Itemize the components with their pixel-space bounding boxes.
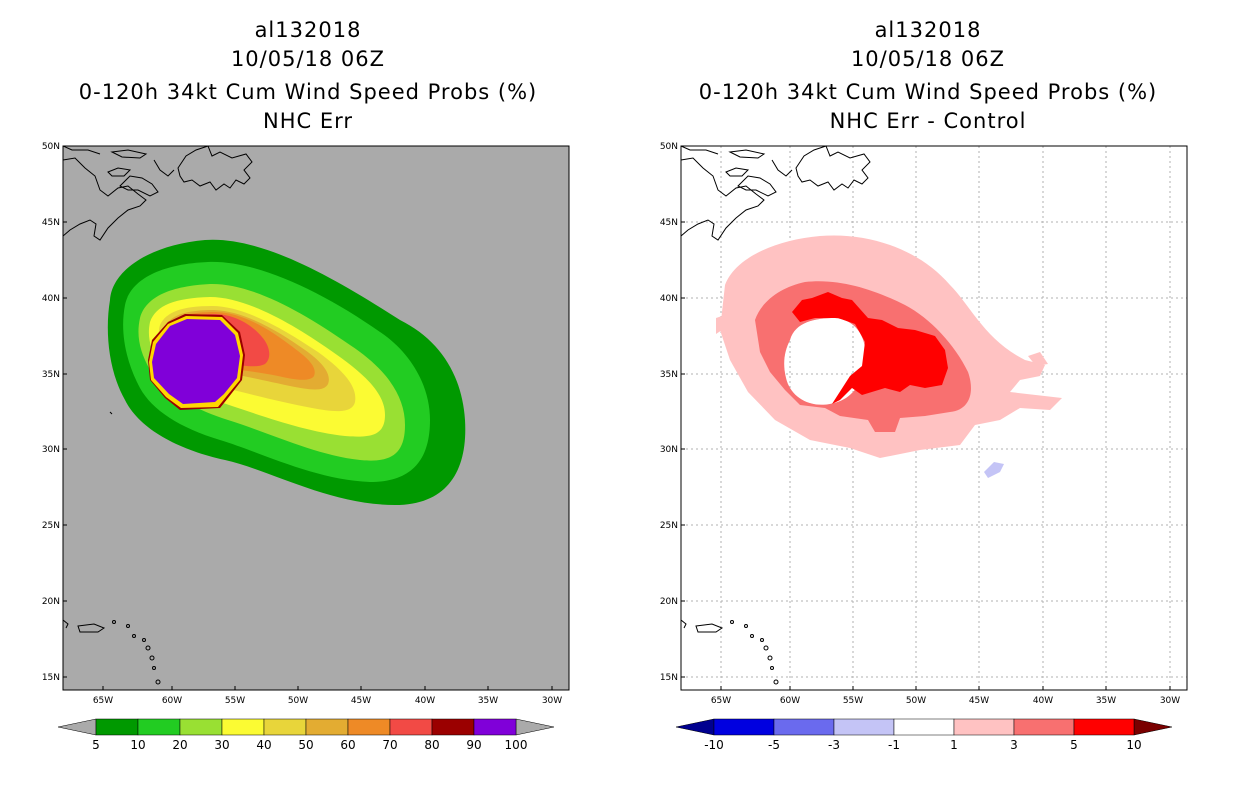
left-colorbar-high-arrow: [515, 718, 555, 736]
right-colorbar-low-arrow: [675, 718, 715, 736]
left-colorbar-swatch: [305, 718, 349, 736]
right-colorbar: -10 -5 -3 -1 1 3 5 10: [675, 718, 1173, 752]
left-lat-label: 50N: [42, 142, 60, 152]
left-colorbar-label: 30: [214, 738, 229, 752]
right-colorbar-label: -3: [828, 738, 840, 752]
diff-small-patch-2: [1028, 352, 1048, 366]
right-lon-label: 45W: [969, 696, 989, 706]
left-lon-label: 65W: [93, 696, 113, 706]
right-map-frame: [680, 145, 1188, 691]
diff-contour-5to10: [792, 292, 948, 404]
left-lat-label: 40N: [42, 294, 60, 304]
left-colorbar-low-arrow: [57, 718, 97, 736]
left-lat-label: 25N: [42, 521, 60, 531]
right-colorbar-label: -1: [888, 738, 900, 752]
left-lat-label: 30N: [42, 445, 60, 455]
right-datetime: 10/05/18 06Z: [850, 47, 1006, 71]
left-colorbar-swatch: [263, 718, 307, 736]
right-colorbar-high-arrow: [1133, 718, 1173, 736]
right-colorbar-label: 10: [1126, 738, 1141, 752]
left-product: 0-120h 34kt Cum Wind Speed Probs (%): [78, 80, 538, 104]
right-colorbar-swatch: [1013, 718, 1075, 736]
left-lat-label: 20N: [42, 597, 60, 607]
right-colorbar-swatch: [713, 718, 775, 736]
right-lat-label: 50N: [660, 142, 678, 152]
right-colorbar-label: -10: [704, 738, 724, 752]
right-lat-label: 35N: [660, 370, 678, 380]
right-product: 0-120h 34kt Cum Wind Speed Probs (%): [698, 80, 1158, 104]
right-colorbar-label: 1: [950, 738, 958, 752]
left-lon-label: 30W: [542, 696, 562, 706]
right-panel-title: al132018 10/05/18 06Z 0-120h 34kt Cum Wi…: [668, 16, 1188, 136]
left-lon-label: 40W: [415, 696, 435, 706]
left-datetime: 10/05/18 06Z: [230, 47, 386, 71]
left-lat-label: 45N: [42, 218, 60, 228]
right-lon-label: 35W: [1096, 696, 1116, 706]
left-colorbar: 5 10 20 30 40 50 60 70 80 90 100: [57, 718, 555, 752]
right-lat-label: 30N: [660, 445, 678, 455]
left-lat-label: 35N: [42, 370, 60, 380]
left-lon-label: 60W: [162, 696, 182, 706]
left-axis-ticks: 50N 45N 40N 35N 30N 25N 20N 15N 65W 60W 55W 50W 45W 4…: [42, 142, 562, 706]
left-map-panel: 50N 45N 40N 35N 30N 25N 20N 15N 65W 60W 55W 50W 45W 4…: [42, 142, 570, 706]
right-colorbar-swatch: [1073, 718, 1135, 736]
left-colorbar-swatch: [221, 718, 265, 736]
right-difference-contours: [716, 235, 1062, 478]
right-colorbar-label: -5: [768, 738, 780, 752]
left-coast-dot: [109, 411, 113, 415]
right-subtitle: NHC Err - Control: [829, 109, 1027, 133]
right-colorbar-label: 5: [1070, 738, 1078, 752]
diff-small-patch: [716, 316, 722, 334]
left-lon-label: 50W: [288, 696, 308, 706]
left-lat-label: 15N: [42, 673, 60, 683]
right-lat-label: 25N: [660, 521, 678, 531]
left-colorbar-swatch: [431, 718, 475, 736]
left-subtitle: NHC Err: [262, 109, 353, 133]
left-map-frame: [62, 145, 570, 691]
right-lon-label: 65W: [711, 696, 731, 706]
left-colorbar-label: 80: [424, 738, 439, 752]
left-colorbar-label: 5: [92, 738, 100, 752]
left-lon-label: 45W: [351, 696, 371, 706]
right-lon-label: 50W: [906, 696, 926, 706]
diff-contour-neg1to-3: [984, 462, 1004, 478]
left-colorbar-label: 10: [130, 738, 145, 752]
left-colorbar-swatch: [137, 718, 181, 736]
contour-100: [152, 319, 240, 404]
left-colorbar-label: 50: [298, 738, 313, 752]
right-map-panel: 50N 45N 40N 35N 30N 25N 20N 15N 65W 60W 55W 50W 45W 4…: [660, 142, 1188, 706]
right-colorbar-label: 3: [1010, 738, 1018, 752]
left-lon-label: 55W: [225, 696, 245, 706]
right-lon-label: 40W: [1033, 696, 1053, 706]
right-lon-label: 60W: [780, 696, 800, 706]
right-colorbar-swatch: [893, 718, 955, 736]
right-lat-label: 45N: [660, 218, 678, 228]
right-lat-label: 15N: [660, 673, 678, 683]
right-lon-label: 30W: [1160, 696, 1180, 706]
left-lon-label: 35W: [478, 696, 498, 706]
right-lat-label: 40N: [660, 294, 678, 304]
left-colorbar-label: 100: [505, 738, 528, 752]
left-colorbar-label: 40: [256, 738, 271, 752]
right-lat-label: 20N: [660, 597, 678, 607]
right-axis-ticks: 50N 45N 40N 35N 30N 25N 20N 15N 65W 60W 55W 50W 45W 4…: [660, 142, 1180, 706]
right-colorbar-swatch: [833, 718, 895, 736]
left-colorbar-label: 90: [466, 738, 481, 752]
right-storm-id: al132018: [874, 18, 982, 42]
right-colorbar-swatch: [953, 718, 1015, 736]
left-storm-id: al132018: [254, 18, 362, 42]
left-colorbar-label: 60: [340, 738, 355, 752]
right-lon-label: 55W: [843, 696, 863, 706]
left-colorbar-swatch: [473, 718, 517, 736]
left-colorbar-swatch: [347, 718, 391, 736]
left-colorbar-swatch: [389, 718, 433, 736]
right-colorbar-swatch: [773, 718, 835, 736]
left-probability-contours: [107, 239, 466, 505]
left-colorbar-label: 20: [172, 738, 187, 752]
left-colorbar-swatch: [179, 718, 223, 736]
left-panel-title: al132018 10/05/18 06Z 0-120h 34kt Cum Wi…: [48, 16, 568, 136]
left-colorbar-swatch: [95, 718, 139, 736]
left-colorbar-label: 70: [382, 738, 397, 752]
